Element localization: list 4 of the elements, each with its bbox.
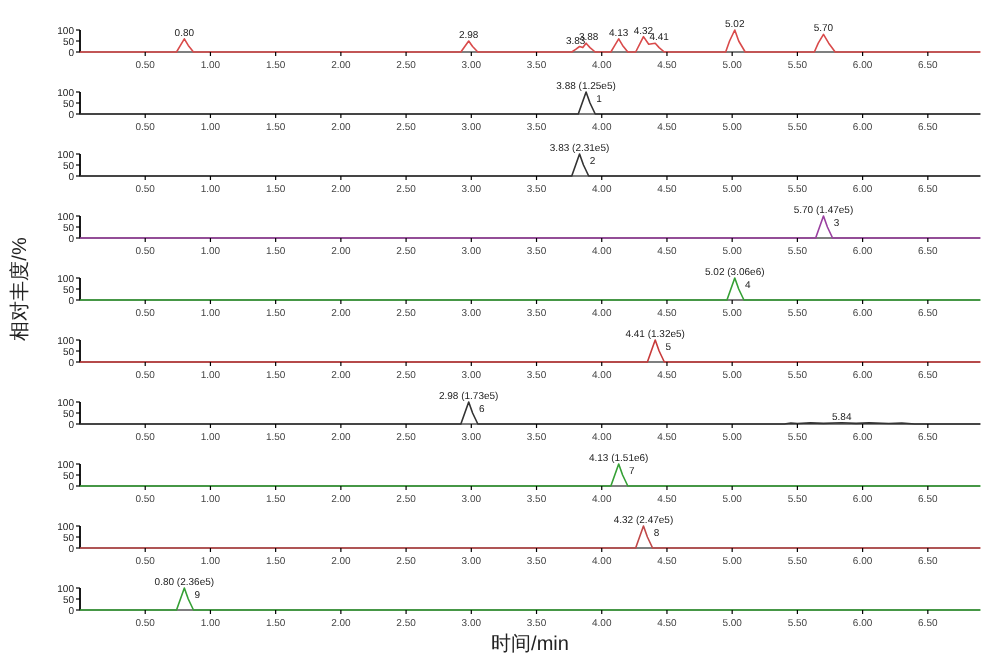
y-axis-title: 相对丰度/% [8,237,32,341]
line-series [79,401,981,425]
x-axis-title: 时间/min [491,632,569,656]
line-series [79,29,981,53]
